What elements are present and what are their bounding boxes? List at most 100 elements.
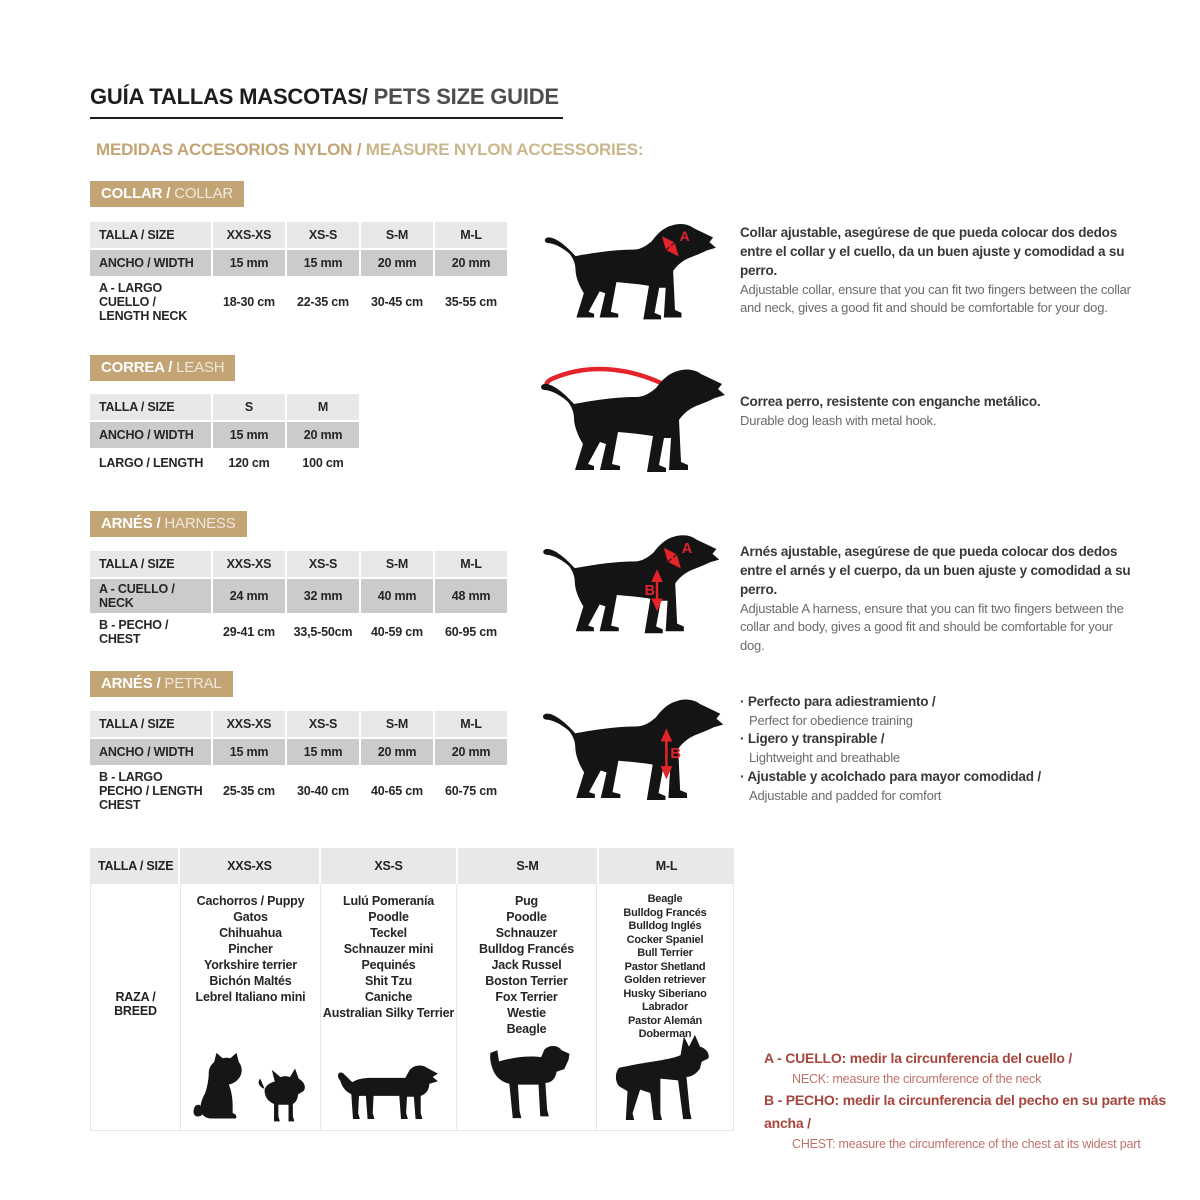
leash-description: Correa perro, resistente con enganche me… [740, 393, 1136, 430]
row-label-cell: A - LARGO CUELLO / LENGTH NECK [99, 281, 188, 323]
chihuahua-icon [253, 1067, 311, 1125]
row-label-cell: ANCHO / WIDTH [90, 739, 211, 765]
header-cell: TALLA / SIZE [90, 711, 211, 737]
value-cell: 15 mm [213, 250, 285, 276]
note-a-en: NECK: measure the circumference of the n… [792, 1072, 1042, 1087]
breeds-col-s-m: Pug Poodle Schnauzer Bulldog Francés Jac… [456, 884, 596, 1130]
header-cell: M [287, 394, 359, 420]
table-header-row: TALLA / SIZE XXS-XS XS-S S-M M-L [90, 222, 507, 248]
header-cell: XXS-XS [213, 222, 285, 248]
feature-en: Adjustable and padded for comfort [749, 787, 942, 803]
leash-desc-en: Durable dog leash with metal hook. [740, 412, 937, 428]
petral-size-table: TALLA / SIZE XXS-XS XS-S S-M M-L ANCHO /… [88, 709, 509, 817]
value-cell: 25-35 cm [223, 784, 275, 798]
value-cell: 20 mm [287, 422, 359, 448]
harness-section-badge: ARNÉS / HARNESS [90, 511, 247, 537]
collar-badge-en: COLLAR [174, 185, 234, 202]
header-cell: M-L [435, 222, 507, 248]
value-cell: 29-41 cm [223, 625, 275, 639]
note-b-en: CHEST: measure the circumference of the … [792, 1137, 1141, 1152]
value-cell: 33,5-50cm [293, 625, 353, 639]
header-cell: XXS-XS [213, 551, 285, 577]
header-cell: S-M [361, 551, 433, 577]
subtitle-en: MEASURE NYLON ACCESSORIES: [365, 140, 644, 159]
value-cell: 20 mm [361, 739, 433, 765]
page-subtitle: MEDIDAS ACCESORIOS NYLON / MEASURE NYLON… [96, 140, 644, 160]
silhouettes-xs-s [321, 1065, 456, 1125]
feature-item: Ajustable y acolchado para mayor comodid… [740, 768, 1136, 805]
breeds-body-row: RAZA / BREED Cachorros / Puppy Gatos Chi… [90, 884, 734, 1131]
header-cell: M-L [435, 551, 507, 577]
value-cell: 35-55 cm [445, 295, 497, 309]
header-cell: XS-S [321, 848, 456, 884]
silhouettes-m-l [597, 1034, 733, 1125]
dog-petral-illustration: B [540, 692, 736, 805]
collar-badge-es: COLLAR / [101, 185, 171, 202]
marker-a-label: A [682, 541, 692, 557]
harness-badge-es: ARNÉS / [101, 515, 161, 532]
table-row-chest-length: B - LARGO PECHO / LENGTH CHEST 25-35 cm … [90, 767, 507, 815]
header-cell: XS-S [287, 711, 359, 737]
breeds-col-m-l: Beagle Bulldog Francés Bulldog Inglés Co… [596, 884, 733, 1130]
feature-en: Perfect for obedience training [749, 712, 913, 728]
header-cell: TALLA / SIZE [90, 222, 211, 248]
breeds-header-row: TALLA / SIZE XXS-XS XS-S S-M M-L [90, 848, 734, 884]
feature-es: Ligero y transpirable / [740, 730, 1136, 749]
value-cell: 24 mm [213, 579, 285, 613]
table-row-length: LARGO / LENGTH 120 cm 100 cm [90, 450, 359, 476]
value-cell: 20 mm [361, 250, 433, 276]
schnauzer-icon [479, 1046, 574, 1125]
harness-desc-en: Adjustable A harness, ensure that you ca… [740, 600, 1124, 653]
page-title-es: GUÍA TALLAS MASCOTAS/ [90, 84, 368, 109]
petral-section-badge: ARNÉS / PETRAL [90, 671, 233, 697]
dog-leash-illustration [538, 366, 738, 477]
leash-section-badge: CORREA / LEASH [90, 355, 236, 381]
value-cell: 22-35 cm [297, 295, 349, 309]
collar-description: Collar ajustable, asegúrese de que pueda… [740, 224, 1136, 318]
petral-measure-marker-b: B [660, 728, 681, 780]
silhouettes-s-m [457, 1046, 596, 1125]
value-cell: 20 mm [435, 739, 507, 765]
harness-desc-es: Arnés ajustable, asegúrese de que pueda … [740, 544, 1131, 597]
petral-badge-es: ARNÉS / [101, 675, 161, 692]
value-cell: 30-45 cm [371, 295, 423, 309]
feature-es: Perfecto para adiestramiento / [740, 693, 1136, 712]
dog-harness-illustration: A B [540, 528, 732, 638]
breed-list: Cachorros / Puppy Gatos Chihuahua Pinche… [195, 894, 306, 1004]
value-cell: 18-30 cm [223, 295, 275, 309]
measure-notes: A - CUELLO: medir la circunferencia del … [764, 1047, 1196, 1154]
breeds-col-xs-s: Lulú Pomeranía Poodle Teckel Schnauzer m… [320, 884, 456, 1130]
row-label-cell: ANCHO / WIDTH [90, 250, 211, 276]
value-cell: 40 mm [361, 579, 433, 613]
leash-badge-es: CORREA / [101, 359, 173, 376]
collar-measure-marker-a: A [662, 228, 690, 257]
collar-size-table: TALLA / SIZE XXS-XS XS-S S-M M-L ANCHO /… [88, 220, 509, 328]
header-cell: TALLA / SIZE [90, 394, 211, 420]
marker-b-label: B [645, 583, 655, 599]
row-label-cell: ANCHO / WIDTH [90, 422, 211, 448]
feature-item: Ligero y transpirable / Lightweight and … [740, 730, 1136, 767]
subtitle-es: MEDIDAS ACCESORIOS NYLON / [96, 140, 362, 159]
header-cell: S-M [361, 222, 433, 248]
value-cell: 48 mm [435, 579, 507, 613]
value-cell: 15 mm [287, 739, 359, 765]
table-row-chest: B - PECHO / CHEST 29-41 cm 33,5-50cm 40-… [90, 615, 507, 649]
header-cell: M-L [599, 848, 734, 884]
value-cell: 15 mm [213, 422, 285, 448]
table-header-row: TALLA / SIZE S M [90, 394, 359, 420]
petral-badge-en: PETRAL [164, 675, 222, 692]
petral-features: Perfecto para adiestramiento / Perfect f… [740, 693, 1136, 805]
row-label-cell: A - CUELLO / NECK [90, 579, 211, 613]
header-cell: TALLA / SIZE [90, 551, 211, 577]
value-cell: 100 cm [302, 456, 344, 470]
table-header-row: TALLA / SIZE XXS-XS XS-S S-M M-L [90, 711, 507, 737]
feature-en: Lightweight and breathable [749, 750, 900, 766]
harness-badge-en: HARNESS [164, 515, 236, 532]
value-cell: 15 mm [213, 739, 285, 765]
collar-section-badge: COLLAR / COLLAR [90, 181, 245, 207]
table-header-row: TALLA / SIZE XXS-XS XS-S S-M M-L [90, 551, 507, 577]
row-label-cell: LARGO / LENGTH [99, 456, 204, 470]
feature-item: Perfecto para adiestramiento / Perfect f… [740, 693, 1136, 730]
header-cell: XS-S [287, 551, 359, 577]
breed-list: Lulú Pomeranía Poodle Teckel Schnauzer m… [322, 894, 455, 1020]
